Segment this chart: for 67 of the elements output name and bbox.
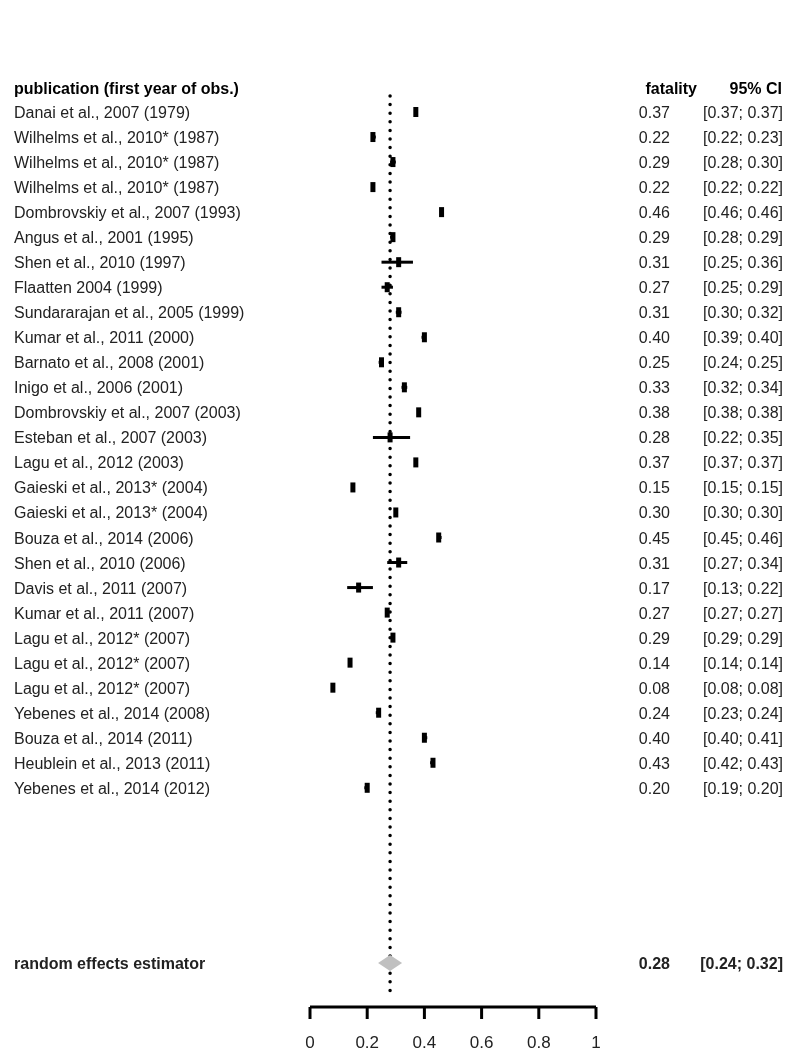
text: 0.17 [0.13; 0.22] (638, 579, 783, 597)
y-tick-label: Wilhelms et al., 2010* (1987) (14, 154, 220, 172)
y-tick-label: Barnato et al., 2008 (2001) (14, 354, 205, 372)
x-tick-label: 0.2 (355, 1033, 380, 1052)
y-tick-label: Davis et al., 2011 (2007) (14, 579, 188, 597)
x-tick-label: 0.8 (526, 1033, 551, 1052)
y-tick-label: random effects estimator (14, 955, 206, 972)
text: 0.31 [0.25; 0.36] (638, 254, 783, 272)
text: 0.46 [0.46; 0.46] (638, 204, 783, 222)
text: 0.25 [0.24; 0.25] (638, 354, 783, 372)
y-tick-label: Wilhelms et al., 2010* (1987) (14, 179, 220, 197)
y-tick-label: Shen et al., 2010 (2006) (14, 554, 186, 572)
text: 0.33 [0.32; 0.34] (638, 379, 783, 397)
y-tick-label: Dombrovskiy et al., 2007 (2003) (14, 404, 241, 422)
x-tick-label: 0.6 (469, 1033, 494, 1052)
y-tick-label: Dombrovskiy et al., 2007 (1993) (14, 204, 241, 222)
text: 0.29 [0.28; 0.30] (638, 154, 783, 172)
y-tick-label: Bouza et al., 2014 (2011) (14, 729, 193, 747)
text: 0.45 [0.45; 0.46] (638, 529, 783, 547)
y-tick-label: Danai et al., 2007 (1979) (14, 104, 191, 121)
text: 0.40 [0.40; 0.41] (638, 729, 783, 747)
text: 0.22 [0.22; 0.22] (638, 179, 783, 197)
text: 0.43 [0.42; 0.43] (638, 754, 783, 772)
text: 0.37 [0.37; 0.37] (638, 104, 783, 121)
text: 0.08 [0.08; 0.08] (638, 679, 783, 697)
y-axis-title: publication (first year of obs.) (14, 80, 239, 97)
y-tick-label: Gaieski et al., 2013* (2004) (14, 479, 208, 497)
y-tick-label: Yebenes et al., 2014 (2012) (14, 779, 211, 797)
text: 0.20 [0.19; 0.20] (638, 779, 783, 797)
y-tick-label: Shen et al., 2010 (1997) (14, 254, 186, 272)
text: 0.15 [0.15; 0.15] (638, 479, 783, 497)
y-tick-label: Esteban et al., 2007 (2003) (14, 429, 208, 447)
y-tick-label: Kumar et al., 2011 (2007) (14, 604, 195, 622)
text: 0.14 [0.14; 0.14] (638, 654, 783, 672)
text: 0.27 [0.25; 0.29] (638, 279, 783, 297)
y-tick-label: Gaieski et al., 2013* (2004) (14, 504, 208, 522)
y-tick-label: Heublein et al., 2013 (2011) (14, 754, 211, 772)
y-tick-label: Yebenes et al., 2014 (2008) (14, 704, 211, 722)
y-tick-label: Lagu et al., 2012 (2003) (14, 454, 184, 472)
y-tick-label: Kumar et al., 2011 (2000) (14, 329, 195, 347)
text: 0.28 [0.24; 0.32] (638, 955, 783, 972)
x-tick-label: 1 (591, 1033, 601, 1052)
text: 0.27 [0.27; 0.27] (638, 604, 783, 622)
y-tick-label: Sundararajan et al., 2005 (1999) (14, 304, 245, 322)
text: 0.29 [0.28; 0.29] (638, 229, 783, 247)
y-tick-label: Bouza et al., 2014 (2006) (14, 529, 194, 547)
y-tick-label: Lagu et al., 2012* (2007) (14, 679, 191, 697)
y-tick-label: Inigo et al., 2006 (2001) (14, 379, 184, 397)
text: 0.37 [0.37; 0.37] (638, 454, 783, 472)
text: fatality (645, 80, 698, 97)
y-tick-label: Wilhelms et al., 2010* (1987) (14, 129, 220, 147)
text: 0.31 [0.27; 0.34] (638, 554, 783, 572)
text: 0.30 [0.30; 0.30] (638, 504, 783, 522)
text: 0.24 [0.23; 0.24] (638, 704, 783, 722)
text: 95% CI (729, 80, 782, 97)
x-tick-label: 0.4 (412, 1033, 437, 1052)
text: 0.22 [0.22; 0.23] (638, 129, 783, 147)
text: 0.28 [0.22; 0.35] (638, 429, 783, 447)
y-tick-label: Lagu et al., 2012* (2007) (14, 629, 191, 647)
y-tick-label: Lagu et al., 2012* (2007) (14, 654, 191, 672)
text: 0.31 [0.30; 0.32] (638, 304, 783, 322)
text: 0.40 [0.39; 0.40] (638, 329, 783, 347)
y-tick-label: Flaatten 2004 (1999) (14, 279, 163, 297)
text: 0.38 [0.38; 0.38] (638, 404, 783, 422)
x-tick-label: 0 (305, 1033, 315, 1052)
y-tick-label: Angus et al., 2001 (1995) (14, 229, 194, 247)
text: 0.29 [0.29; 0.29] (638, 629, 783, 647)
